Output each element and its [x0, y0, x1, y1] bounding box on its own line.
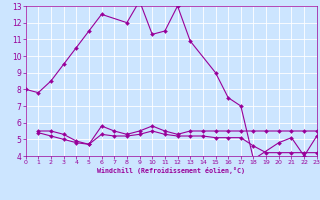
- X-axis label: Windchill (Refroidissement éolien,°C): Windchill (Refroidissement éolien,°C): [97, 167, 245, 174]
